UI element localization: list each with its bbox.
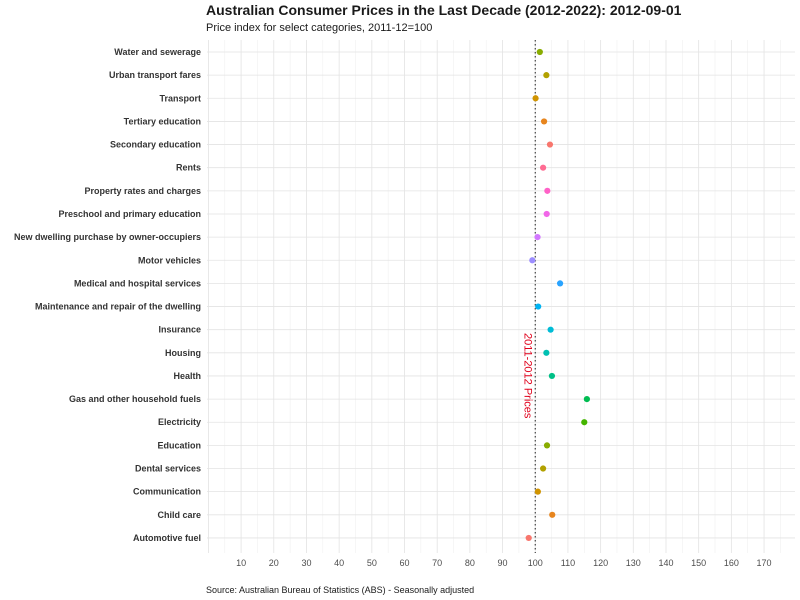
data-point <box>583 396 590 403</box>
x-tick-label: 160 <box>724 558 739 568</box>
data-point <box>546 141 554 148</box>
data-point <box>539 465 547 472</box>
data-point <box>544 187 551 194</box>
x-tick-label: 30 <box>301 558 311 568</box>
x-tick-label: 20 <box>269 558 279 568</box>
data-point <box>539 164 547 171</box>
y-tick-label: Communication <box>133 487 201 497</box>
y-tick-label: Child care <box>157 510 201 520</box>
y-tick-label: Automotive fuel <box>133 533 201 543</box>
y-axis-labels: Automotive fuel Child care Communication De… <box>14 47 201 543</box>
chart-subtitle: Price index for select categories, 2011-… <box>206 22 433 34</box>
y-tick-label: Gas and other household fuels <box>69 394 201 404</box>
x-tick-label: 170 <box>757 558 772 568</box>
data-point <box>548 372 556 380</box>
x-tick-label: 40 <box>334 558 344 568</box>
data-point <box>534 234 541 241</box>
data-point <box>547 326 554 333</box>
x-tick-label: 120 <box>593 558 608 568</box>
reference-line-label: 2011-2012 Prices <box>521 333 533 419</box>
y-tick-label: Rents <box>176 163 201 173</box>
data-point <box>543 442 551 449</box>
x-tick-label: 70 <box>432 558 442 568</box>
y-tick-label: Water and sewerage <box>114 47 201 57</box>
y-tick-label: Housing <box>165 348 201 358</box>
data-point <box>529 257 536 264</box>
y-tick-label: Insurance <box>158 325 201 335</box>
y-tick-label: Tertiary education <box>124 116 201 126</box>
y-tick-label: Education <box>157 440 201 450</box>
y-tick-label: Secondary education <box>110 140 201 150</box>
data-point <box>534 488 541 495</box>
data-point <box>525 534 532 542</box>
chart-caption: Source: Australian Bureau of Statistics … <box>206 585 475 595</box>
y-tick-label: Health <box>173 371 201 381</box>
y-tick-label: Electricity <box>158 417 201 427</box>
data-point <box>540 118 548 125</box>
y-tick-label: Transport <box>159 93 201 103</box>
points-layer <box>525 48 590 542</box>
x-tick-label: 90 <box>498 558 508 568</box>
x-axis-labels: 10 20 30 40 50 60 70 80 90 100 110 120 130 140 150 160 1… <box>236 558 771 568</box>
x-tick-label: 80 <box>465 558 475 568</box>
y-tick-label: Urban transport fares <box>109 70 201 80</box>
y-tick-label: Medical and hospital services <box>74 278 201 288</box>
data-point <box>532 95 539 102</box>
data-point <box>543 210 550 218</box>
data-point <box>535 303 542 310</box>
x-tick-label: 100 <box>528 558 543 568</box>
data-point <box>549 511 556 518</box>
y-tick-label: Dental services <box>135 464 201 474</box>
x-tick-label: 140 <box>658 558 673 568</box>
y-tick-label: New dwelling purchase by owner-occupiers <box>14 232 201 242</box>
grid <box>207 40 795 553</box>
y-tick-label: Property rates and charges <box>84 186 201 196</box>
y-tick-label: Maintenance and repair of the dwelling <box>35 302 201 312</box>
x-tick-label: 60 <box>400 558 410 568</box>
x-tick-label: 150 <box>691 558 706 568</box>
data-point <box>581 419 588 426</box>
data-point <box>556 280 564 287</box>
x-tick-label: 50 <box>367 558 377 568</box>
chart-title: Australian Consumer Prices in the Last D… <box>206 2 682 18</box>
data-point <box>543 349 550 356</box>
reference-layer: 2011-2012 Prices <box>521 40 536 553</box>
x-tick-label: 110 <box>561 558 575 568</box>
data-point <box>536 48 543 56</box>
y-tick-label: Motor vehicles <box>138 255 201 265</box>
data-point <box>543 72 550 79</box>
y-tick-label: Preschool and primary education <box>58 209 201 219</box>
x-tick-label: 130 <box>626 558 641 568</box>
x-tick-label: 10 <box>236 558 246 568</box>
